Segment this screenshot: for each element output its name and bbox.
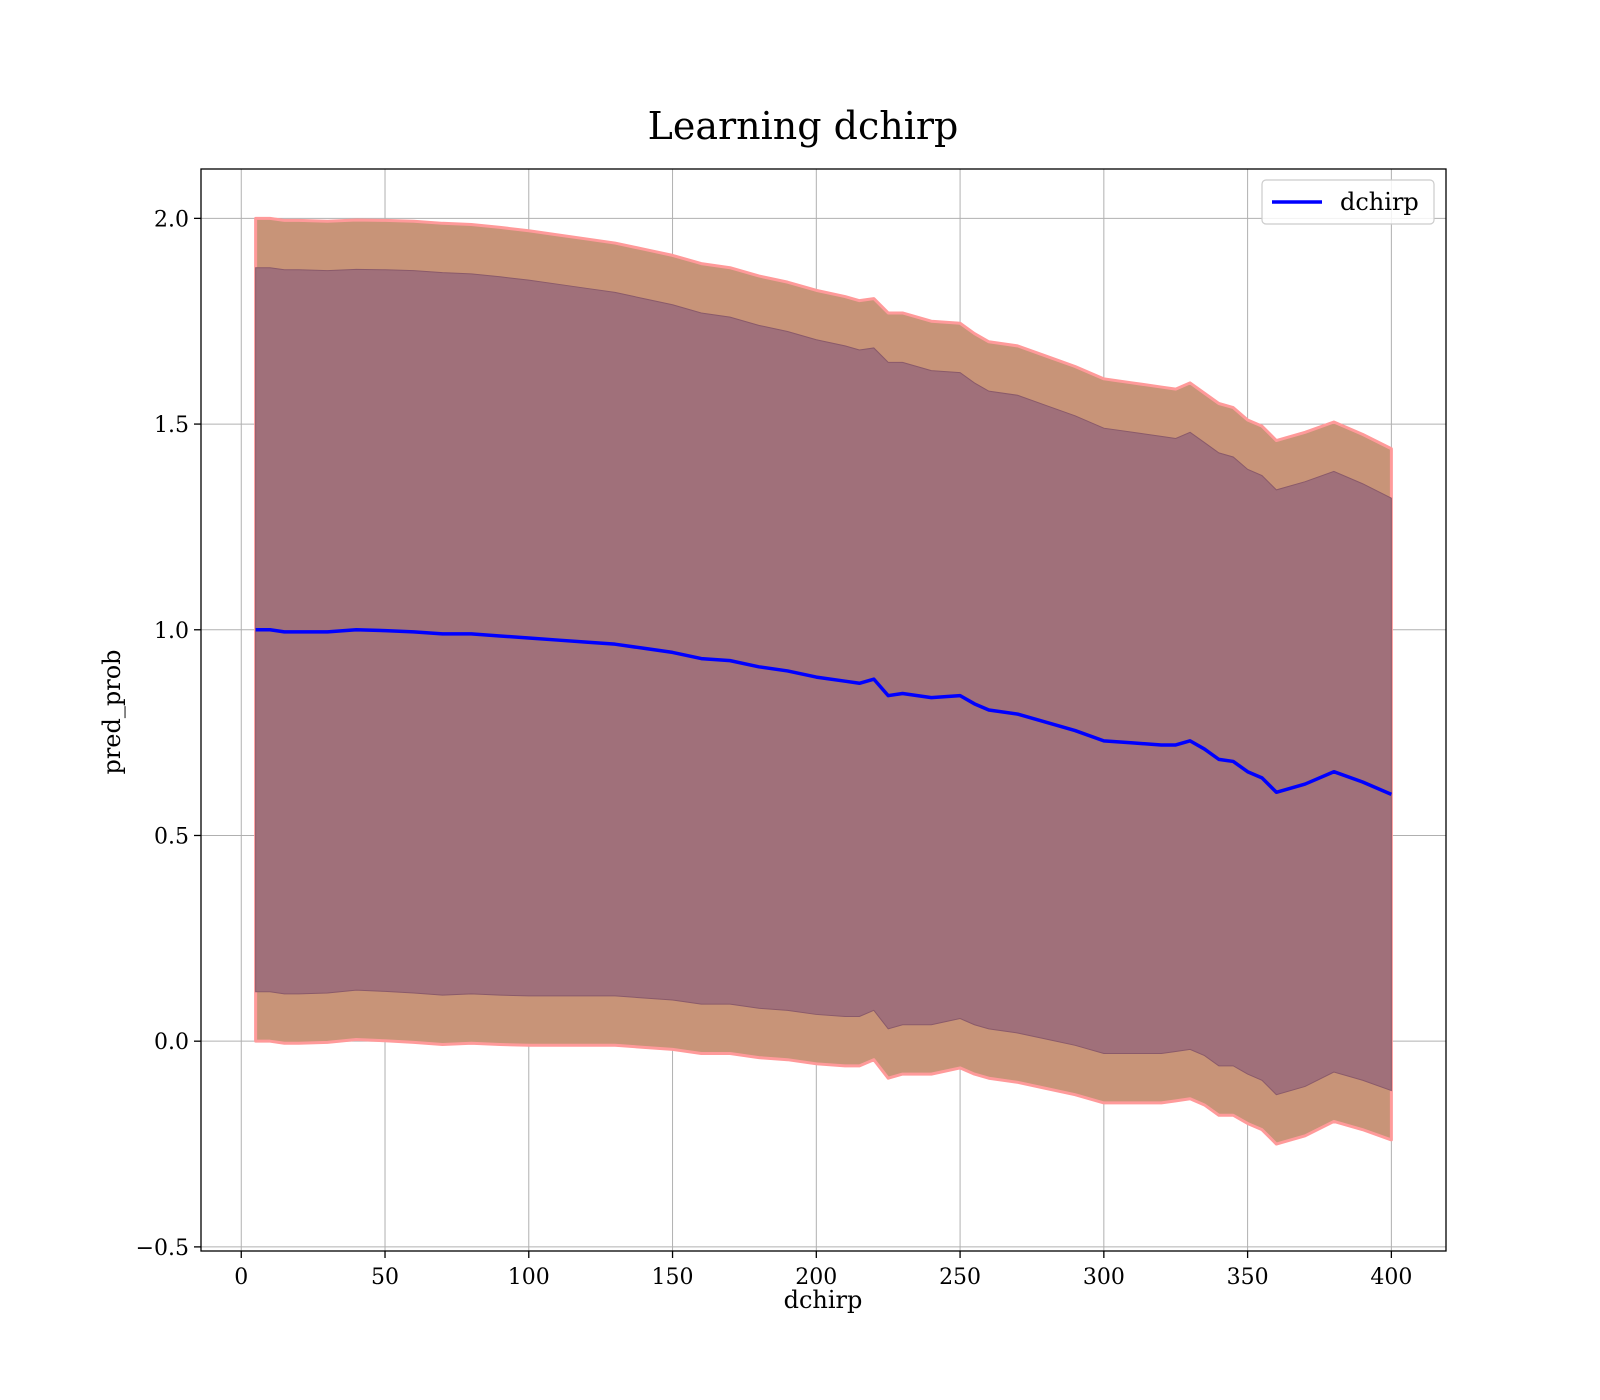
plot-frame	[200, 168, 1447, 1252]
x-tick-label: 50	[371, 1265, 399, 1290]
legend: dchirp	[1261, 179, 1435, 225]
x-tick-label: 350	[1227, 1265, 1269, 1290]
y-tick-label: 1.0	[154, 619, 189, 644]
plot-area	[201, 169, 1446, 1251]
x-tick-label: 100	[508, 1265, 550, 1290]
x-tick-label: 250	[939, 1265, 981, 1290]
axis-ticks: 0 50 100 150 200 250 300 350 400 −0.5 0.0 0.5 1.0 1.5…	[136, 207, 1413, 1290]
chart-title: Learning dchirp	[648, 104, 959, 148]
x-tick-label: 400	[1370, 1265, 1412, 1290]
x-tick-label: 300	[1083, 1265, 1125, 1290]
legend-box	[1261, 179, 1435, 225]
x-tick-label: 0	[234, 1265, 248, 1290]
legend-label-dchirp: dchirp	[1340, 188, 1419, 216]
y-tick-label: 0.0	[154, 1030, 189, 1055]
x-tick-label: 150	[652, 1265, 694, 1290]
y-tick-label: 1.5	[154, 413, 189, 438]
series-line-dchirp	[255, 628, 1393, 796]
x-axis-label: dchirp	[784, 1286, 863, 1314]
y-tick-label: −0.5	[136, 1236, 189, 1261]
x-tick-label: 200	[795, 1265, 837, 1290]
inner-confidence-band	[255, 267, 1392, 1096]
y-tick-label: 0.5	[154, 824, 189, 849]
y-tick-label: 2.0	[154, 207, 189, 232]
y-axis-label: pred_prob	[98, 649, 126, 774]
